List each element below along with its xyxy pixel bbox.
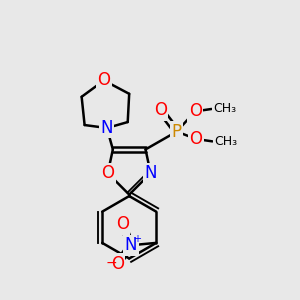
Text: O: O bbox=[154, 101, 167, 119]
Text: O: O bbox=[189, 102, 202, 120]
Text: O: O bbox=[190, 130, 202, 148]
Text: P: P bbox=[172, 123, 182, 141]
Text: N: N bbox=[125, 236, 137, 254]
Text: O: O bbox=[111, 255, 124, 273]
Text: O: O bbox=[98, 71, 110, 89]
Text: +: + bbox=[133, 234, 141, 244]
Text: CH₃: CH₃ bbox=[214, 135, 237, 148]
Text: O: O bbox=[116, 215, 129, 233]
Text: −: − bbox=[105, 256, 117, 270]
Text: N: N bbox=[101, 119, 113, 137]
Text: N: N bbox=[144, 164, 157, 182]
Text: O: O bbox=[101, 164, 114, 182]
Text: CH₃: CH₃ bbox=[213, 103, 236, 116]
